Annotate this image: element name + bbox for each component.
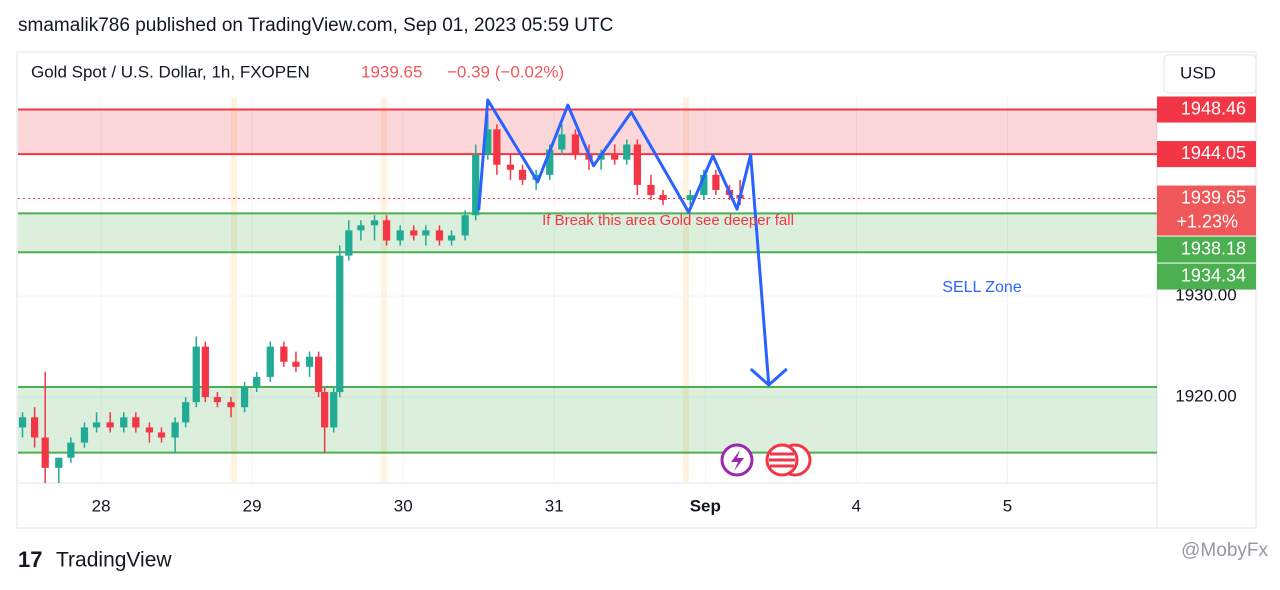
arrow-head [749,367,788,387]
candle-body [410,230,418,236]
candle-body [30,417,39,438]
candle-body [305,356,314,367]
candle-body [633,144,641,185]
price-label-sub: +1.23% [1176,211,1238,231]
price-label-box [1157,96,1256,123]
candle-body [546,149,554,175]
candle-body [700,174,708,196]
candle-body [493,129,501,165]
watermark: @MobyFx [1181,540,1268,561]
price-label-box [1157,141,1256,168]
candle-body [686,195,694,201]
x-tick-label: 31 [545,496,564,515]
candle-body [422,230,430,236]
candle-body [659,195,667,201]
candle-body [213,397,222,403]
candle-body [571,134,580,155]
x-tick-label: 5 [1003,496,1012,515]
symbol: Gold Spot / U.S. Dollar, 1h, FXOPEN [31,62,310,81]
candle-body [182,402,190,423]
currency[interactable]: USD [1180,63,1216,82]
candle-body [120,417,128,428]
candle-body [280,346,288,362]
annotation: SELL Zone [942,279,1022,296]
candle-body [132,417,140,428]
plot [18,97,1157,483]
price-label: 1944.05 [1181,143,1246,163]
price-label: 1938.18 [1181,238,1246,258]
session-stripe [381,97,387,483]
candle-body [18,417,27,428]
candle-body [321,392,329,428]
x-tick-label: Sep [690,496,721,515]
x-tick-label: 30 [394,496,413,515]
candle-body [240,387,249,408]
price-label-box [1157,236,1256,263]
candle-body [357,225,365,231]
candle-body [484,129,492,155]
logo: 17 [18,547,42,572]
candle-body [171,422,179,438]
candle-body [330,392,338,428]
candle-body [472,154,480,216]
price-label-box [1157,185,1256,236]
candle-body [314,356,323,393]
price-label-box [1157,263,1256,290]
candle-body [266,346,274,377]
trend-drawing [477,98,771,386]
candle-body [80,427,89,443]
change: −0.39 (−0.02%) [447,62,564,81]
price-label: 1939.65 [1181,187,1246,207]
candle-body [447,235,456,241]
candle-body [192,346,200,403]
candle-body [67,442,75,458]
currency-button[interactable] [1163,54,1257,94]
candle-body [370,220,379,226]
y-tick-label: 1930.00 [1175,286,1236,305]
session-stripe [683,97,689,483]
bolt [731,450,744,471]
candle-body [292,361,300,367]
candle-body [253,376,261,388]
x-tick-label: 4 [852,496,861,515]
annotation: If Break this area Gold see deeper fall [542,212,794,229]
publisher: smamalik786 published on TradingView.com… [18,15,613,36]
candle-body [611,154,619,160]
candle-body [435,230,444,241]
candle-body [382,220,391,241]
candle-body [712,174,720,190]
candle-body [106,422,114,428]
chart-frame [16,51,1257,529]
y-tick-label: 1920.00 [1175,387,1236,406]
session-stripe [231,97,237,483]
candle-body [518,169,527,180]
candle-body [396,230,404,241]
candle-body [157,432,166,438]
x-tick-label: 29 [243,496,262,515]
candle-body [647,184,655,196]
price: 1939.65 [361,62,422,81]
price-label: 1948.46 [1181,98,1246,118]
candle-body [41,437,49,468]
candle-body [92,422,101,428]
flag [769,452,795,468]
candle-body [145,427,154,433]
x-tick-label: 28 [92,496,111,515]
zone [18,213,1157,253]
candle-body [336,255,344,393]
candle-body [201,346,209,398]
candle-body [55,457,63,468]
zone [18,109,1157,155]
brand: TradingView [56,549,172,572]
candle-body [461,215,469,236]
candle-body [345,230,353,256]
candle-body [227,402,235,408]
zone [18,387,1157,453]
candle-body [506,164,515,170]
price-label: 1934.34 [1181,265,1246,285]
candle-body [558,134,566,150]
candle-body [623,144,631,160]
